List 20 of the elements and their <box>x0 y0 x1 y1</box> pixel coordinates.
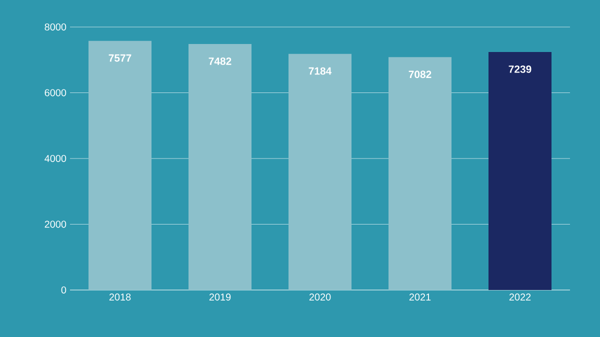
bar <box>288 54 352 290</box>
x-tick-label: 2022 <box>509 294 531 301</box>
x-tick-label: 2021 <box>409 294 431 301</box>
data-label: 7577 <box>108 54 132 62</box>
y-tick-label: 6000 <box>44 89 66 96</box>
x-tick-label: 2018 <box>109 294 131 301</box>
bar <box>188 44 252 290</box>
data-label: 7184 <box>308 67 332 75</box>
data-label: 7239 <box>508 66 532 73</box>
bar <box>488 52 552 290</box>
data-label: 7082 <box>408 70 432 78</box>
y-tick-label: 2000 <box>44 220 66 228</box>
y-tick-label: 8000 <box>44 23 66 31</box>
bar <box>388 57 452 290</box>
bar <box>88 40 152 290</box>
x-tick-label: 2020 <box>309 294 331 301</box>
y-tick-label: 4000 <box>44 154 66 162</box>
y-tick-label: 0 <box>61 286 66 294</box>
x-tick-label: 2019 <box>209 294 231 301</box>
data-label: 7482 <box>208 58 232 65</box>
